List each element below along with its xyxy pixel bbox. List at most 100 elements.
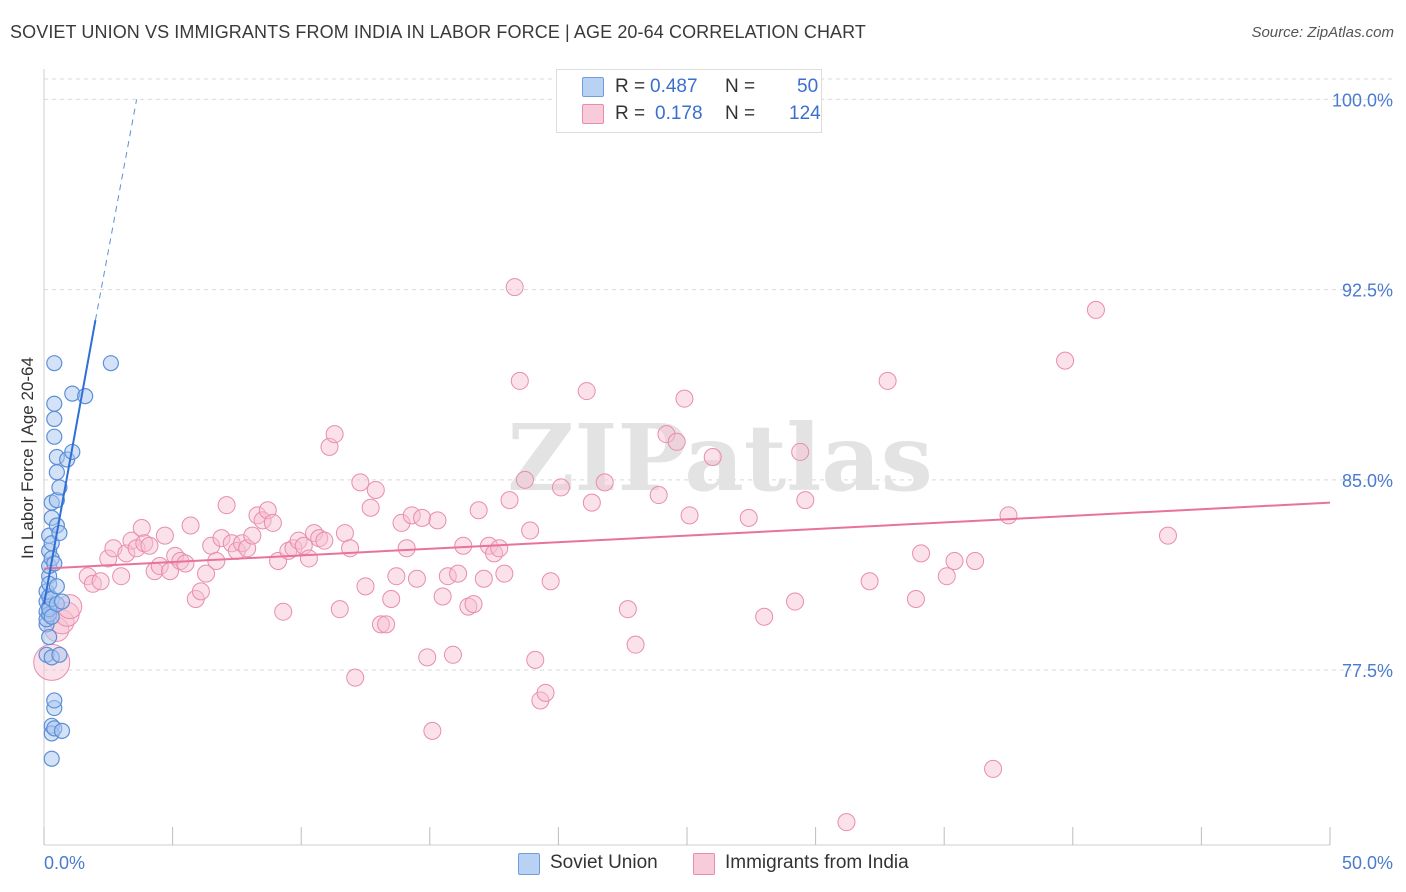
- series-soviet-points: [38, 355, 119, 767]
- trend-lines: [43, 99, 1331, 605]
- data-point-soviet: [51, 479, 68, 496]
- data-point-india: [860, 572, 879, 591]
- data-point-india: [510, 371, 529, 390]
- data-point-india: [197, 564, 216, 583]
- data-point-india: [140, 536, 159, 555]
- data-point-india: [243, 526, 262, 545]
- data-point-india: [449, 564, 468, 583]
- x-tick-label: 0.0%: [44, 853, 85, 873]
- data-point-india: [551, 478, 570, 497]
- data-point-soviet: [43, 750, 60, 767]
- data-point-india: [407, 569, 426, 588]
- data-point-india: [521, 521, 540, 540]
- data-point-india: [377, 615, 396, 634]
- legend: R = 0.487 N = 50 R = 0.178 N = 124: [556, 69, 822, 133]
- data-point-india: [166, 546, 185, 565]
- data-point-india: [132, 519, 151, 538]
- data-point-india: [112, 567, 131, 586]
- data-point-india: [135, 534, 154, 553]
- data-point-india: [361, 498, 380, 517]
- data-point-india: [667, 432, 686, 451]
- data-point-india: [945, 551, 964, 570]
- data-point-india: [878, 371, 897, 390]
- data-point-india: [703, 448, 722, 466]
- trendline-soviet-extension: [94, 99, 138, 321]
- data-point-india: [356, 577, 375, 596]
- data-point-india: [263, 513, 282, 532]
- data-point-soviet: [48, 578, 65, 595]
- data-point-india: [490, 539, 509, 558]
- legend-n-value: 50: [797, 76, 819, 97]
- data-point-india: [413, 508, 432, 527]
- x-tick-label: 50.0%: [1342, 853, 1393, 873]
- data-point-india: [459, 597, 478, 616]
- series-legend: Soviet Union Immigrants from India: [0, 852, 1406, 878]
- trendline-soviet: [43, 319, 97, 605]
- data-point-india: [999, 506, 1018, 525]
- series-swatch-india: [693, 853, 715, 875]
- data-point-india: [382, 590, 401, 609]
- data-point-india: [515, 470, 534, 489]
- data-point-india: [1158, 526, 1177, 545]
- data-point-india: [657, 425, 676, 444]
- data-point-india: [739, 508, 758, 527]
- data-point-india: [305, 524, 324, 543]
- legend-r-value: 0.178: [655, 103, 703, 124]
- data-point-india: [469, 501, 488, 520]
- data-point-india: [1086, 300, 1105, 319]
- data-point-india: [1056, 351, 1075, 370]
- data-point-india: [796, 491, 815, 510]
- data-point-india: [315, 531, 334, 550]
- data-point-india: [181, 516, 200, 535]
- data-point-india: [212, 529, 231, 548]
- data-point-india: [536, 683, 555, 702]
- data-point-soviet: [102, 355, 119, 372]
- series-india-points: [33, 278, 1177, 832]
- data-point-india: [626, 635, 645, 654]
- legend-r-label: R =: [615, 103, 646, 124]
- y-tick-label: 92.5%: [1342, 281, 1393, 301]
- legend-row-soviet: R = 0.487 N = 50: [557, 73, 821, 101]
- data-point-soviet: [46, 410, 63, 428]
- series-swatch-soviet: [518, 853, 540, 875]
- data-point-india: [786, 592, 805, 611]
- data-point-india: [966, 551, 985, 570]
- data-point-soviet: [46, 395, 63, 412]
- data-point-india: [526, 650, 545, 669]
- data-point-india: [397, 539, 416, 558]
- legend-swatch-india: [582, 104, 604, 124]
- data-point-india: [906, 590, 925, 609]
- data-point-india: [912, 544, 931, 563]
- data-point-soviet: [53, 722, 71, 739]
- data-point-india: [582, 493, 601, 512]
- data-point-india: [191, 582, 210, 601]
- watermark: ZIPatlas: [507, 404, 932, 512]
- legend-r-label: R =: [615, 76, 646, 97]
- legend-swatch-soviet: [582, 77, 604, 97]
- data-point-soviet: [51, 646, 68, 663]
- data-point-soviet: [48, 464, 65, 481]
- data-point-india: [505, 278, 524, 297]
- data-point-india: [577, 382, 596, 401]
- data-point-india: [325, 425, 344, 444]
- data-point-soviet: [46, 428, 63, 445]
- data-point-india: [387, 567, 406, 586]
- data-point-india: [474, 569, 493, 588]
- trendline-india: [43, 501, 1331, 570]
- axes: 0.0% 50.0%: [43, 69, 1393, 873]
- data-point-india: [495, 564, 514, 583]
- source-label: Source: ZipAtlas.com: [1251, 24, 1394, 41]
- data-point-india: [595, 473, 614, 492]
- data-point-soviet: [46, 355, 63, 372]
- data-point-india: [310, 529, 329, 548]
- data-point-india: [248, 506, 267, 525]
- y-tick-label: 77.5%: [1342, 661, 1393, 681]
- data-point-india: [438, 567, 457, 586]
- y-axis-label: In Labor Force | Age 20-64: [18, 357, 37, 559]
- data-point-india: [155, 526, 174, 545]
- legend-row-india: R = 0.178 N = 124: [557, 100, 821, 128]
- data-point-india: [99, 549, 118, 568]
- data-point-india: [392, 513, 411, 532]
- data-point-india: [984, 759, 1003, 778]
